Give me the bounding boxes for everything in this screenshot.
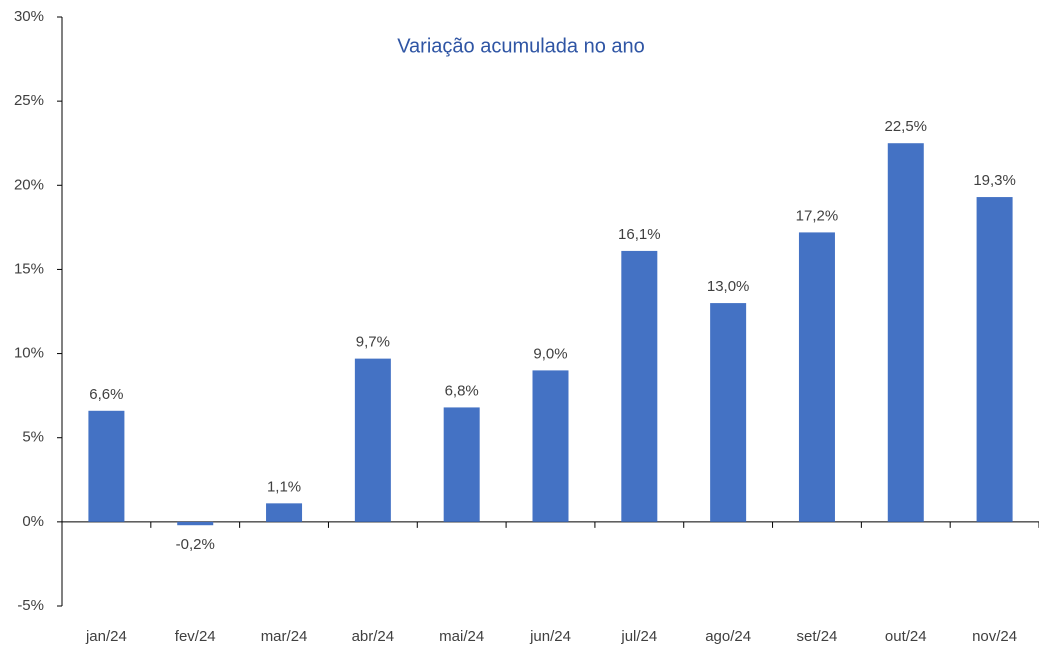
y-tick-label: 25% [14,92,44,109]
x-tick-label: mar/24 [261,628,308,645]
y-tick-label: 15% [14,260,44,277]
x-tick-label: fev/24 [175,628,216,645]
value-label: 16,1% [618,226,661,243]
bar [532,370,569,522]
x-tick-label: jun/24 [529,628,571,645]
y-tick-label: 30% [14,8,44,25]
y-tick-label: -5% [17,597,44,614]
y-tick-label: 5% [22,429,44,446]
value-label: 9,0% [533,345,567,362]
bar [621,250,658,522]
bar [88,410,125,522]
value-label: 6,8% [445,382,479,399]
bar [354,358,391,522]
y-tick-label: 0% [22,513,44,530]
bar [976,197,1013,522]
value-label: 13,0% [707,278,750,295]
bar [798,232,835,522]
bar [177,521,214,526]
value-label: 1,1% [267,478,301,495]
x-tick-label: set/24 [797,628,838,645]
x-tick-label: jul/24 [620,628,657,645]
x-tick-label: jan/24 [85,628,127,645]
x-tick-label: out/24 [885,628,927,645]
x-tick-label: mai/24 [439,628,484,645]
value-label: 22,5% [884,118,927,135]
bar [887,143,924,522]
value-label: 17,2% [796,207,839,224]
y-tick-label: 10% [14,345,44,362]
value-label: -0,2% [176,536,215,553]
bar [266,503,303,522]
value-label: 19,3% [973,172,1016,189]
x-tick-label: abr/24 [352,628,395,645]
y-tick-label: 20% [14,176,44,193]
x-tick-label: nov/24 [972,628,1017,645]
value-label: 6,6% [89,386,123,403]
bar [710,303,747,522]
bar [443,407,480,522]
x-tick-label: ago/24 [705,628,751,645]
chart-title: Variação acumulada no ano [397,35,645,57]
value-label: 9,7% [356,334,390,351]
